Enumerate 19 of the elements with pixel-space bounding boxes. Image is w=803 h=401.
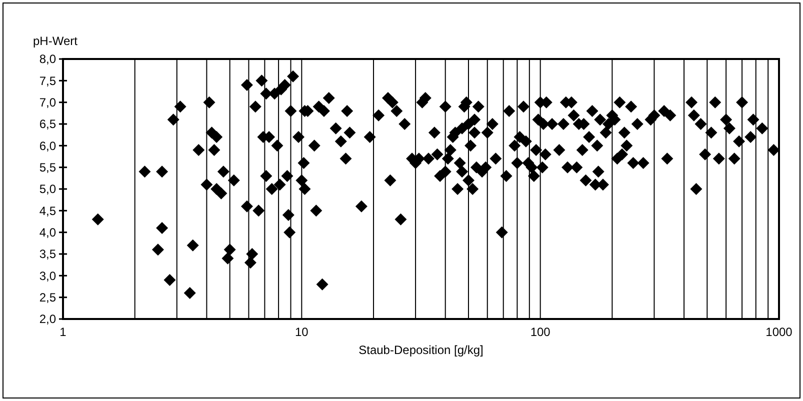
y-tick-label: 6,0: [39, 138, 56, 153]
y-tick-label: 3,0: [39, 268, 56, 283]
y-tick-label: 5,0: [39, 182, 56, 196]
y-tick-label: 6,5: [39, 117, 56, 132]
x-axis-title: Staub-Deposition [g/kg]: [358, 343, 484, 357]
x-tick-label: 1000: [766, 325, 793, 339]
y-tick-label: 8,0: [39, 52, 56, 66]
y-tick-label: 4,0: [39, 226, 56, 240]
x-tick-label: 100: [530, 325, 551, 339]
y-tick-label: 3,5: [39, 247, 56, 262]
y-tick-label: 2,0: [39, 312, 56, 326]
y-tick-label: 7,0: [39, 96, 56, 110]
x-tick-label: 10: [294, 325, 309, 339]
y-axis-title: pH-Wert: [33, 34, 78, 48]
y-tick-label: 5,5: [39, 160, 56, 175]
y-tick-label: 7,5: [39, 74, 56, 88]
x-tick-label: 1: [60, 325, 67, 339]
y-tick-label: 2,5: [39, 290, 56, 305]
y-tick-label: 4,5: [39, 204, 56, 218]
